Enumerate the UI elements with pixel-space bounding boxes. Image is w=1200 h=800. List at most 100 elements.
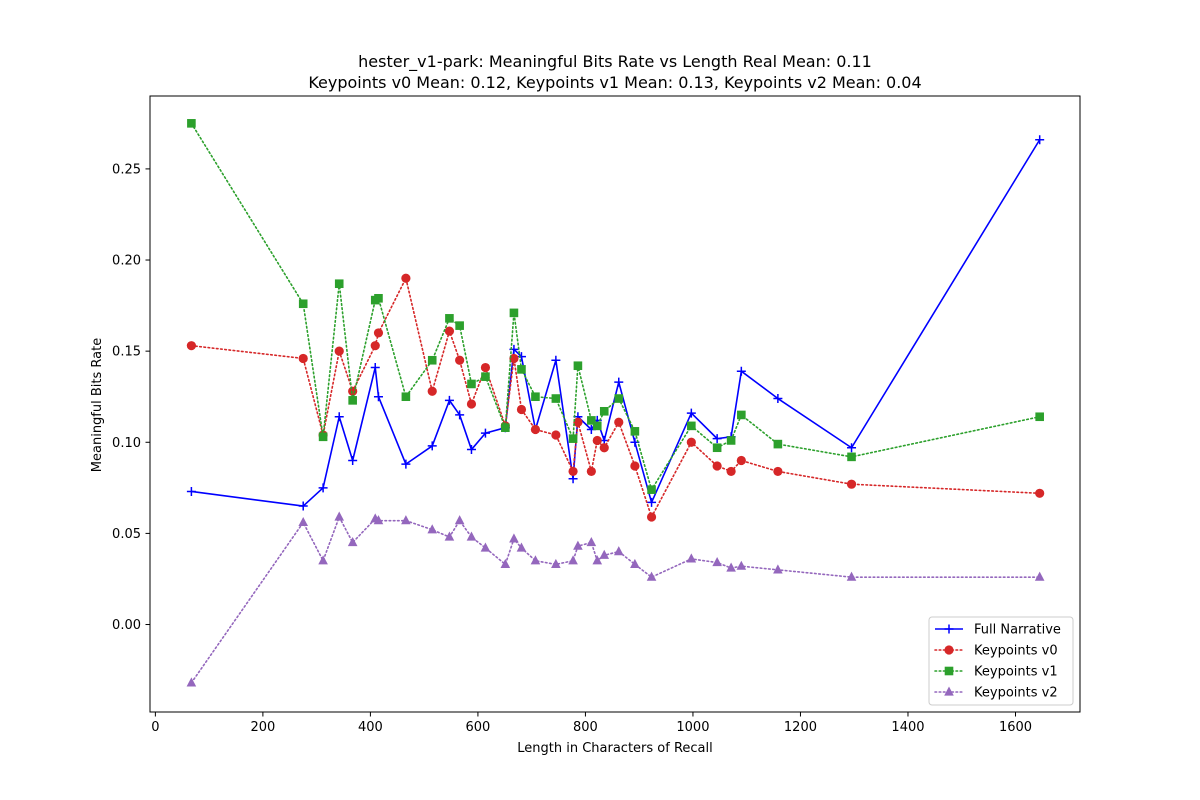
data-point-2-12 xyxy=(466,399,477,409)
data-point-4-29 xyxy=(726,562,736,572)
data-point-4-13 xyxy=(480,542,491,552)
data-point-2-16 xyxy=(516,404,527,415)
data-point-3-10 xyxy=(445,314,454,323)
data-point-1-32 xyxy=(847,443,857,453)
x-tick-label: 400 xyxy=(358,720,383,735)
data-point-4-17 xyxy=(530,555,541,565)
data-point-3-19 xyxy=(568,434,578,443)
data-point-3-4 xyxy=(334,279,344,289)
data-point-3-17 xyxy=(531,392,540,402)
data-point-2-11 xyxy=(455,355,465,365)
x-tick-label: 1200 xyxy=(784,720,817,735)
data-point-2-24 xyxy=(614,417,624,427)
data-point-3-3 xyxy=(318,432,328,442)
data-point-4-26 xyxy=(646,571,657,581)
legend-marker-3 xyxy=(944,666,954,676)
data-point-3-33 xyxy=(1035,412,1044,422)
data-point-4-30 xyxy=(736,560,747,570)
chart-title-line-1: hester_v1-park: Meaningful Bits Rate vs … xyxy=(358,52,872,72)
data-point-1-33 xyxy=(1035,135,1045,145)
x-tick-label: 200 xyxy=(250,720,275,735)
data-point-2-8 xyxy=(401,273,411,283)
data-point-4-24 xyxy=(613,546,624,556)
data-point-4-28 xyxy=(712,557,722,567)
data-point-1-16 xyxy=(516,352,526,362)
data-point-3-23 xyxy=(599,406,609,416)
data-point-2-27 xyxy=(686,437,696,447)
data-point-3-24 xyxy=(614,394,624,403)
data-point-1-9 xyxy=(427,441,437,451)
chart-title-line-2: Keypoints v0 Mean: 0.12, Keypoints v1 Me… xyxy=(308,73,921,92)
data-point-3-15 xyxy=(509,308,519,318)
plot-area xyxy=(186,119,1045,687)
data-point-2-15 xyxy=(509,353,519,364)
legend-box xyxy=(928,616,1074,706)
data-point-1-11 xyxy=(455,410,465,420)
data-point-4-11 xyxy=(454,515,465,525)
data-point-1-31 xyxy=(773,394,783,404)
y-tick-label: 0.00 xyxy=(112,618,141,633)
data-point-3-31 xyxy=(773,439,783,449)
data-point-1-7 xyxy=(373,392,383,402)
x-tick-label: 1400 xyxy=(891,720,924,735)
data-point-2-4 xyxy=(334,346,344,356)
data-point-2-22 xyxy=(592,435,602,446)
data-point-1-18 xyxy=(551,355,561,365)
series-line-4 xyxy=(190,516,1041,684)
data-point-2-19 xyxy=(568,466,578,477)
data-point-3-25 xyxy=(630,427,640,436)
data-point-2-20 xyxy=(573,417,583,427)
y-axis-label: Meaningful Bits Rate xyxy=(90,338,105,472)
data-point-4-21 xyxy=(586,537,597,547)
data-point-2-1 xyxy=(186,341,196,351)
data-point-2-10 xyxy=(444,326,455,336)
data-point-1-28 xyxy=(712,434,722,444)
data-point-3-14 xyxy=(501,423,510,432)
data-point-2-26 xyxy=(646,512,657,522)
data-point-4-1 xyxy=(186,677,197,687)
data-point-4-8 xyxy=(401,515,411,525)
series-line-1 xyxy=(191,139,1041,507)
data-point-1-27 xyxy=(686,408,696,418)
data-point-4-4 xyxy=(334,511,345,521)
data-point-4-7 xyxy=(373,515,384,525)
data-point-2-28 xyxy=(712,461,722,471)
data-point-4-2 xyxy=(298,516,309,527)
data-point-1-1 xyxy=(186,486,196,496)
data-point-2-18 xyxy=(551,430,561,440)
data-point-3-1 xyxy=(187,119,196,128)
data-point-4-22 xyxy=(592,555,603,565)
data-point-4-12 xyxy=(466,531,477,541)
legend-label-2: Keypoints v0 xyxy=(974,644,1058,659)
data-point-1-30 xyxy=(736,366,746,376)
data-point-1-3 xyxy=(318,483,328,493)
data-point-1-12 xyxy=(466,445,476,455)
data-point-4-3 xyxy=(318,555,328,565)
data-point-4-5 xyxy=(347,537,358,547)
data-point-4-9 xyxy=(427,524,438,534)
data-point-4-16 xyxy=(516,542,527,552)
x-tick-label: 1000 xyxy=(676,720,709,735)
data-point-3-5 xyxy=(348,396,357,405)
data-point-2-23 xyxy=(599,443,609,453)
y-tick-label: 0.15 xyxy=(112,345,141,360)
data-point-1-8 xyxy=(401,459,411,469)
data-point-4-23 xyxy=(599,549,610,559)
data-point-1-6 xyxy=(370,363,380,373)
data-point-3-12 xyxy=(467,379,476,389)
data-point-4-19 xyxy=(568,555,578,565)
data-point-3-21 xyxy=(587,416,596,425)
data-point-3-18 xyxy=(551,394,561,403)
data-point-2-9 xyxy=(427,386,437,396)
data-point-2-21 xyxy=(586,466,596,477)
data-point-3-20 xyxy=(573,361,583,371)
data-point-1-2 xyxy=(298,501,308,511)
data-point-3-2 xyxy=(298,299,308,309)
legend-label-3: Keypoints v1 xyxy=(974,665,1058,680)
data-point-4-20 xyxy=(573,540,583,550)
y-tick-label: 0.20 xyxy=(112,254,141,269)
y-tick-label: 0.10 xyxy=(112,436,141,451)
data-point-4-31 xyxy=(773,564,783,574)
data-point-2-7 xyxy=(373,328,384,338)
